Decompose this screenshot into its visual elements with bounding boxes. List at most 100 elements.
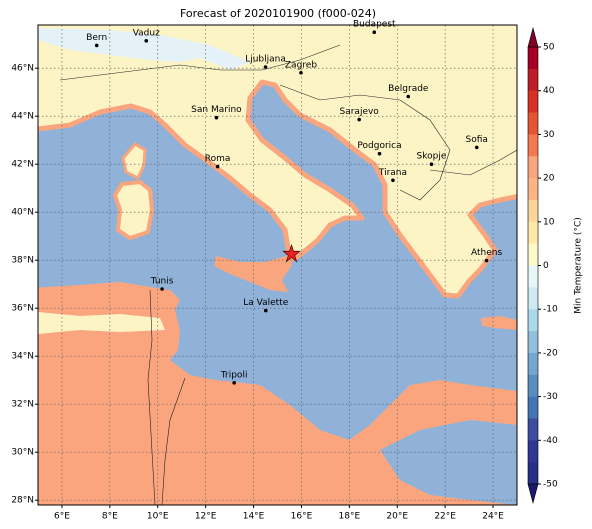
y-tick-label: 30°N [11, 448, 34, 458]
colorbar-segment [528, 352, 538, 376]
x-tick-label: 18°E [339, 512, 361, 522]
y-tick-label: 38°N [11, 256, 34, 266]
city-label: Roma [205, 154, 231, 164]
border [429, 149, 517, 176]
alpine-cold [38, 28, 250, 70]
x-tick-label: 20°E [386, 512, 408, 522]
colorbar-segment [528, 440, 538, 463]
y-tick-label: 32°N [11, 400, 34, 410]
city-marker [215, 164, 220, 169]
colorbar-tick-label: 40 [543, 86, 555, 96]
colorbar-tick-label: 10 [543, 217, 555, 227]
colorbar-segment [528, 221, 538, 244]
x-tick-label: 22°E [434, 512, 456, 522]
colorbar-tick-label: 0 [543, 261, 549, 271]
city-label: Podgorica [357, 141, 401, 151]
y-tick-label: 44°N [11, 112, 34, 122]
colorbar-segment [528, 156, 538, 179]
colorbar-segment [528, 331, 538, 354]
colorbar-tick-label: -30 [543, 392, 558, 402]
colorbar-segment [528, 112, 538, 135]
city-marker [160, 287, 164, 291]
y-tick-label: 46°N [11, 64, 34, 74]
y-tick-label: 34°N [11, 352, 34, 362]
colorbar-segment [528, 462, 538, 485]
sicily [214, 255, 292, 292]
colorbar-extend-bottom [527, 483, 539, 505]
colorbar-segment [528, 374, 538, 397]
city-label: Tunis [150, 277, 174, 287]
x-tick-label: 6°E [54, 512, 70, 522]
colorbar-tick-label: -20 [543, 348, 558, 358]
x-tick-label: 14°E [243, 512, 265, 522]
city-label: Sarajevo [340, 107, 380, 117]
city-label: Budapest [353, 20, 396, 30]
y-tick-label: 36°N [11, 304, 34, 314]
city-label: Skopje [417, 152, 447, 162]
y-tick-label: 42°N [11, 160, 34, 170]
city-marker [474, 145, 479, 150]
colorbar-segment [528, 134, 538, 157]
city-marker [214, 115, 219, 120]
colorbar-segment [528, 287, 538, 310]
city-marker [94, 43, 99, 48]
city-marker [372, 30, 377, 34]
colorbar-label: Min Temperature (°C) [574, 217, 584, 314]
city-label: Vaduz [133, 28, 160, 38]
colorbar-tick-label: 30 [543, 130, 555, 140]
colorbar-segment [528, 243, 538, 266]
city-marker [299, 70, 303, 75]
africa-mild [38, 312, 165, 334]
colorbar-segment [528, 265, 538, 288]
city-marker [406, 94, 411, 99]
title: Forecast of 2020101900 (f000-024) [180, 7, 376, 20]
colorbar-tick-label: -50 [543, 480, 558, 490]
x-tick-label: 8°E [102, 512, 118, 522]
city-label: Belgrade [388, 84, 429, 94]
colorbar-segment [528, 199, 538, 223]
colorbar-tick-label: 20 [543, 174, 555, 184]
libya-cold [380, 420, 517, 505]
crete [481, 316, 517, 330]
event-star [282, 243, 301, 263]
x-tick-label: 10°E [147, 512, 169, 522]
border [279, 84, 451, 201]
city-marker [357, 117, 361, 122]
colorbar-extend-top [527, 26, 539, 48]
city-marker [391, 178, 395, 183]
colorbar-segment [528, 309, 538, 332]
colorbar-segment [528, 178, 538, 201]
colorbar-segment [528, 68, 538, 91]
city-label: Zagreb [285, 60, 317, 70]
city-marker [429, 162, 434, 166]
corsica [121, 142, 147, 181]
colorbar-segment [528, 396, 538, 419]
colorbar-tick-label: 50 [543, 43, 555, 53]
border [147, 289, 156, 505]
city-label: Sofia [466, 135, 488, 145]
city-label: Bern [86, 33, 107, 43]
border [59, 44, 341, 81]
sardinia [112, 179, 155, 241]
colorbar-segment [528, 90, 538, 113]
colorbar-tick-label: -10 [543, 305, 558, 315]
border [161, 377, 186, 505]
map [38, 25, 517, 505]
map-frame [37, 24, 518, 506]
x-tick-label: 12°E [195, 512, 217, 522]
x-tick-label: 24°E [482, 512, 504, 522]
city-marker [263, 308, 268, 313]
city-marker [484, 258, 489, 263]
city-label: La Valette [243, 298, 288, 308]
city-label: Athens [471, 248, 502, 258]
city-label: Ljubljana [245, 55, 286, 65]
city-marker [232, 381, 236, 385]
city-label: Tirana [378, 168, 407, 178]
colorbar-segment [528, 47, 538, 70]
colorbar-tick-label: -40 [543, 436, 558, 446]
city-marker [377, 151, 382, 156]
y-tick-label: 40°N [11, 208, 34, 218]
x-tick-label: 16°E [291, 512, 313, 522]
